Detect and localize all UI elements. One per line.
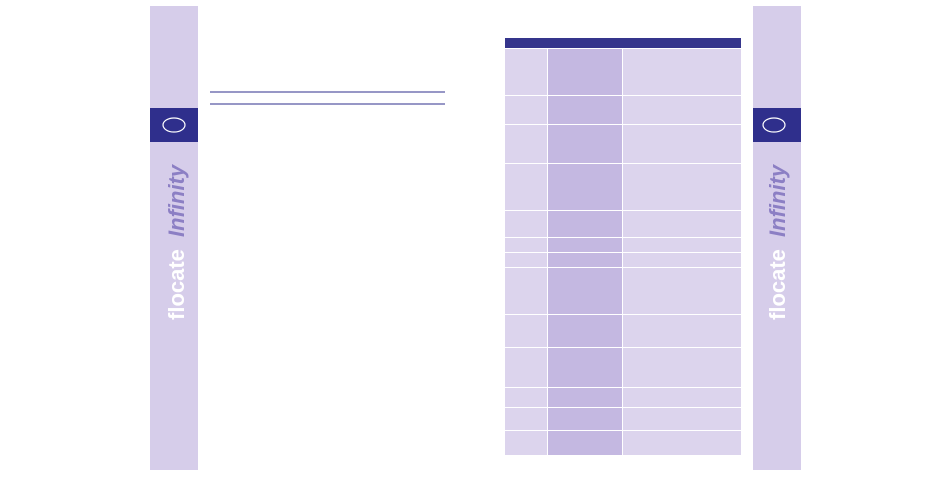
table-cell	[505, 388, 547, 407]
tab-box	[753, 108, 801, 142]
table-cell	[548, 268, 622, 314]
tab-box	[150, 108, 198, 142]
product: Infinity	[765, 163, 790, 237]
table-cell	[548, 408, 622, 430]
table-cell	[505, 315, 547, 347]
sidebar-panel	[150, 6, 198, 470]
table-cell	[623, 348, 741, 387]
table-cell	[623, 164, 741, 210]
brand-logo: flocate Infinity	[164, 163, 189, 320]
table-cell	[548, 164, 622, 210]
table-cell	[505, 268, 547, 314]
table-cell	[623, 96, 741, 124]
table-cell	[505, 125, 547, 163]
left-sidebar: flocate Infinity	[150, 6, 198, 470]
table-cell	[505, 238, 547, 252]
table-cell	[548, 125, 622, 163]
table	[505, 38, 741, 455]
brand: flocate	[765, 249, 790, 320]
table-cell	[505, 348, 547, 387]
product: Infinity	[164, 163, 189, 237]
table-cell	[548, 238, 622, 252]
table-cell	[505, 408, 547, 430]
table-cell	[505, 164, 547, 210]
table-cell	[505, 96, 547, 124]
table-cell	[623, 238, 741, 252]
table-cell	[548, 388, 622, 407]
table-cell	[623, 408, 741, 430]
sidebar-panel	[753, 6, 801, 470]
table-cell	[548, 96, 622, 124]
tab-oval	[162, 117, 186, 133]
table-cell	[548, 253, 622, 267]
table-cell	[548, 348, 622, 387]
tab-oval	[762, 117, 786, 133]
table-cell	[623, 431, 741, 455]
table-cell	[623, 211, 741, 237]
table-cell	[505, 431, 547, 455]
table-cell	[623, 315, 741, 347]
brand-logo: flocate Infinity	[765, 163, 790, 320]
table-cell	[505, 49, 547, 95]
table-cell	[623, 125, 741, 163]
table-cell	[548, 315, 622, 347]
table-cell	[623, 388, 741, 407]
table-cell	[505, 211, 547, 237]
table-cell	[623, 253, 741, 267]
table-cell	[548, 431, 622, 455]
brand: flocate	[164, 249, 189, 320]
right-sidebar: flocate Infinity	[753, 6, 801, 470]
table-header	[505, 38, 741, 48]
table-cell	[548, 49, 622, 95]
table-cell	[505, 253, 547, 267]
table-cell	[623, 49, 741, 95]
table-cell	[548, 211, 622, 237]
table-cell	[623, 268, 741, 314]
